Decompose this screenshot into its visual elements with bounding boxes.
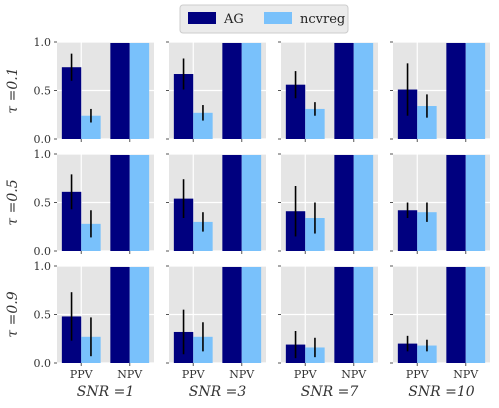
legend-label-ag: AG [223,12,244,27]
bar-ag-npv [222,42,242,139]
bar-ag-ppv [61,191,82,251]
bar-ag-npv [334,42,354,139]
panel-r1-c3 [390,153,490,254]
y-tick-label: 0.5 [34,309,52,322]
bar-ag-npv [110,42,130,139]
bar-ag-ppv [397,210,418,251]
x-tick-label: PPV [182,368,206,381]
panel-r0-c0: 0.0 0.5 1.0 [34,36,154,146]
y-tick-label: 1.0 [34,36,52,49]
row-label: τ =0.5 [5,179,21,225]
column-label: SNR =10 [408,384,474,400]
panel-r1-c1 [166,153,266,254]
legend-swatch-ag [188,12,216,24]
bar-ncvreg-npv [465,266,486,363]
y-tick-label: 0.5 [34,85,52,98]
bar-ncvreg-npv [129,154,150,251]
bar-ag-npv [334,154,354,251]
x-tick-label: NPV [117,368,143,381]
column-label: SNR =1 [77,384,134,400]
bar-ncvreg-ppv [417,345,437,363]
panel-r1-c0: 0.0 0.5 1.0 [34,148,154,258]
y-tick-label: 0.0 [34,245,52,258]
bar-ncvreg-ppv [417,106,437,139]
bar-ag-npv [446,154,466,251]
bar-ncvreg-npv [353,266,374,363]
bar-ncvreg-ppv [305,218,325,251]
bar-ncvreg-ppv [193,221,213,251]
y-tick-label: 0.0 [34,357,52,370]
bar-ag-ppv [285,84,306,139]
bar-ncvreg-npv [465,42,486,139]
bar-ag-npv [334,266,354,363]
bar-ncvreg-npv [241,154,262,251]
x-tick-label: PPV [406,368,430,381]
bar-ncvreg-ppv [193,112,213,139]
bar-ncvreg-ppv [417,212,437,251]
panel-r2-c2: PPV NPV [278,265,378,381]
legend-swatch-ncvreg [264,12,292,24]
y-tick-label: 0.0 [34,133,52,146]
bar-ncvreg-npv [241,266,262,363]
bar-ag-ppv [173,198,194,251]
y-tick-label: 1.0 [34,260,52,273]
bar-ag-npv [110,154,130,251]
bar-ag-npv [110,266,130,363]
bar-ag-npv [222,266,242,363]
panel-r2-c0: 0.0 0.5 1.0 PPV NPV [34,260,154,381]
bar-ncvreg-npv [353,154,374,251]
bar-ncvreg-npv [241,42,262,139]
bar-ncvreg-ppv [81,115,101,139]
panel-r1-c2 [278,153,378,254]
bar-ncvreg-npv [129,266,150,363]
bar-ag-npv [446,266,466,363]
bar-ag-ppv [61,67,82,139]
legend-label-ncvreg: ncvreg [300,12,345,27]
y-tick-label: 0.5 [34,197,52,210]
legend: AG ncvreg [179,4,349,34]
bar-ag-npv [222,154,242,251]
column-label: SNR =3 [189,384,247,400]
bar-ag-ppv [397,343,418,363]
x-tick-label: PPV [70,368,94,381]
x-tick-label: NPV [341,368,367,381]
bar-ncvreg-ppv [305,108,325,139]
bar-ag-ppv [173,74,194,139]
x-tick-label: NPV [453,368,479,381]
column-label: SNR =7 [301,384,359,400]
panel-r0-c2 [278,41,378,142]
bar-ncvreg-npv [129,42,150,139]
panel-r2-c1: PPV NPV [166,265,266,381]
bar-ag-npv [446,42,466,139]
panel-r0-c3 [390,41,490,142]
row-label: τ =0.1 [5,67,21,113]
panel-r2-c3: PPV NPV [390,265,490,381]
y-tick-label: 1.0 [34,148,52,161]
panel-r0-c1 [166,41,266,142]
bar-ncvreg-npv [465,154,486,251]
x-tick-label: NPV [229,368,255,381]
x-tick-label: PPV [294,368,318,381]
row-label: τ =0.9 [5,291,21,337]
bar-ncvreg-npv [353,42,374,139]
